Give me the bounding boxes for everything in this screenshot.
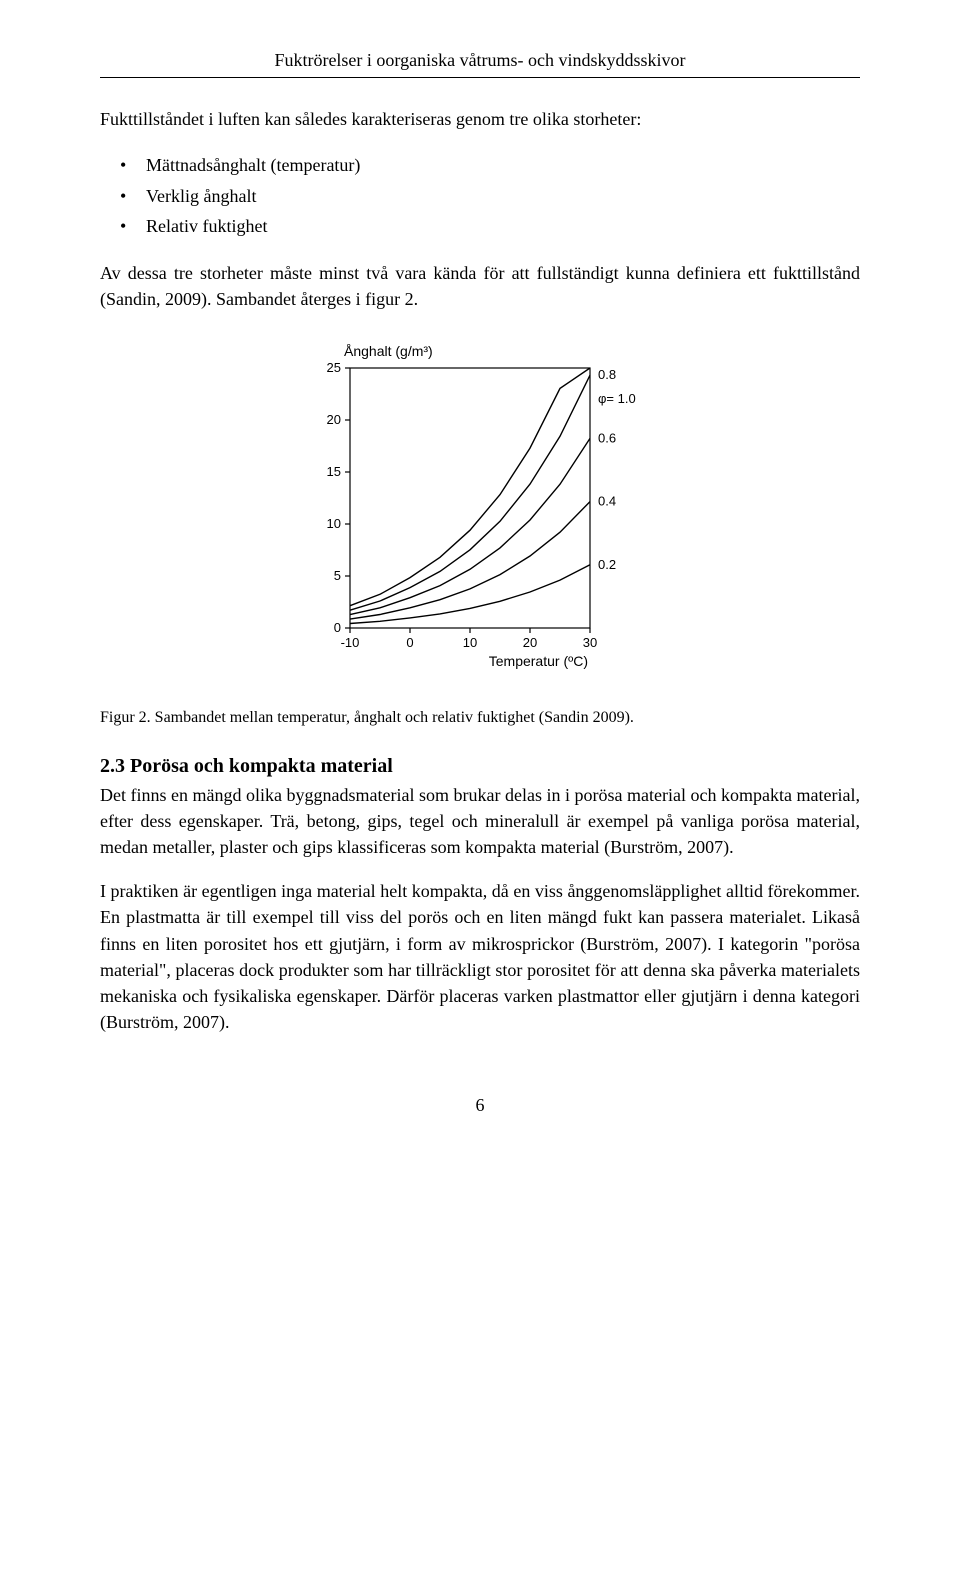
svg-text:0.6: 0.6 — [598, 430, 616, 445]
svg-text:25: 25 — [327, 360, 341, 375]
intro-paragraph: Fukttillståndet i luften kan således kar… — [100, 106, 860, 132]
section-2-3-heading: 2.3 Porösa och kompakta material — [100, 755, 860, 778]
svg-text:0: 0 — [406, 635, 413, 650]
svg-text:Temperatur (ºC): Temperatur (ºC) — [489, 653, 588, 669]
section-2-3-p1: Det finns en mängd olika byggnadsmateria… — [100, 782, 860, 860]
running-header: Fuktrörelser i oorganiska våtrums- och v… — [100, 50, 860, 71]
svg-text:10: 10 — [327, 516, 341, 531]
header-rule — [100, 77, 860, 78]
svg-text:0.8: 0.8 — [598, 367, 616, 382]
paragraph-2: Av dessa tre storheter måste minst två v… — [100, 260, 860, 312]
svg-text:20: 20 — [523, 635, 537, 650]
section-2-3-p2: I praktiken är egentligen inga material … — [100, 878, 860, 1035]
svg-text:0: 0 — [334, 620, 341, 635]
svg-text:0.4: 0.4 — [598, 494, 616, 509]
svg-text:Ånghalt (g/m³): Ånghalt (g/m³) — [344, 343, 433, 359]
svg-text:φ= 1.0: φ= 1.0 — [598, 391, 636, 406]
page-number: 6 — [100, 1095, 860, 1116]
bullet-item: Mättnadsånghalt (temperatur) — [120, 150, 860, 181]
svg-text:20: 20 — [327, 412, 341, 427]
bullet-item: Relativ fuktighet — [120, 211, 860, 242]
svg-text:-10: -10 — [341, 635, 360, 650]
figure-2-chart: 0510152025-100102030Ånghalt (g/m³)Temper… — [100, 338, 860, 693]
figure-2-caption: Figur 2. Sambandet mellan temperatur, ån… — [100, 709, 860, 727]
properties-bullet-list: Mättnadsånghalt (temperatur)Verklig ångh… — [120, 150, 860, 242]
bullet-item: Verklig ånghalt — [120, 181, 860, 212]
svg-text:15: 15 — [327, 464, 341, 479]
svg-text:10: 10 — [463, 635, 477, 650]
svg-text:5: 5 — [334, 568, 341, 583]
svg-text:0.2: 0.2 — [598, 557, 616, 572]
svg-text:30: 30 — [583, 635, 597, 650]
